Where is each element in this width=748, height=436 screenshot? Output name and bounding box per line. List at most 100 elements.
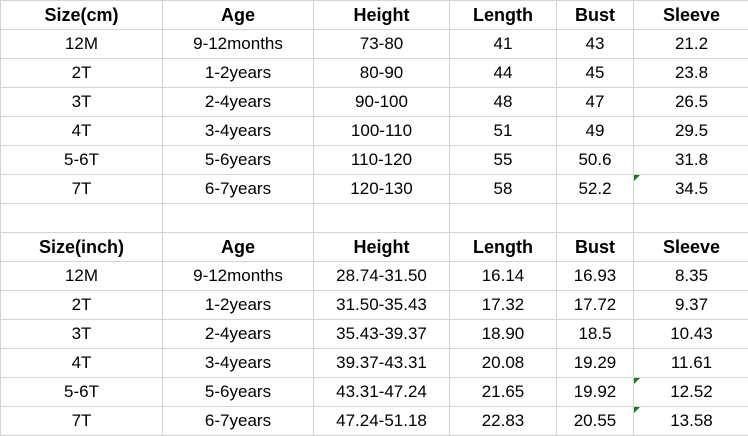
cell-length[interactable]: 17.32: [449, 290, 557, 320]
cell-age[interactable]: 1-2years: [162, 58, 314, 88]
cell-sleeve[interactable]: 13.58: [633, 406, 748, 436]
table-row: 5-6T 5-6years 110-120 55 50.6 31.8: [0, 145, 748, 175]
cell-sleeve[interactable]: 34.5: [633, 174, 748, 204]
empty-cell[interactable]: [556, 203, 634, 233]
cell-length[interactable]: 58: [449, 174, 557, 204]
cell-length[interactable]: 44: [449, 58, 557, 88]
cell-age[interactable]: 3-4years: [162, 348, 314, 378]
cell-age[interactable]: 5-6years: [162, 377, 314, 407]
header-length[interactable]: Length: [449, 0, 557, 30]
table-row: 3T 2-4years 90-100 48 47 26.5: [0, 87, 748, 117]
cell-age[interactable]: 9-12months: [162, 29, 314, 59]
cell-bust[interactable]: 16.93: [556, 261, 634, 291]
cell-size[interactable]: 4T: [0, 116, 163, 146]
cell-size[interactable]: 7T: [0, 174, 163, 204]
cell-size[interactable]: 5-6T: [0, 145, 163, 175]
cell-bust[interactable]: 19.29: [556, 348, 634, 378]
table-row: 2T 1-2years 31.50-35.43 17.32 17.72 9.37: [0, 290, 748, 320]
cell-size[interactable]: 5-6T: [0, 377, 163, 407]
cell-sleeve[interactable]: 23.8: [633, 58, 748, 88]
cell-age[interactable]: 2-4years: [162, 87, 314, 117]
header-length[interactable]: Length: [449, 232, 557, 262]
cell-bust[interactable]: 17.72: [556, 290, 634, 320]
cell-length[interactable]: 16.14: [449, 261, 557, 291]
cell-bust[interactable]: 49: [556, 116, 634, 146]
cell-length[interactable]: 20.08: [449, 348, 557, 378]
cell-age[interactable]: 3-4years: [162, 116, 314, 146]
cell-age[interactable]: 9-12months: [162, 261, 314, 291]
table-row: 12M 9-12months 73-80 41 43 21.2: [0, 29, 748, 59]
cell-sleeve[interactable]: 12.52: [633, 377, 748, 407]
empty-cell[interactable]: [0, 203, 163, 233]
cell-height[interactable]: 47.24-51.18: [313, 406, 450, 436]
cell-age[interactable]: 2-4years: [162, 319, 314, 349]
cell-bust[interactable]: 52.2: [556, 174, 634, 204]
cell-age[interactable]: 1-2years: [162, 290, 314, 320]
header-height[interactable]: Height: [313, 0, 450, 30]
cell-bust[interactable]: 18.5: [556, 319, 634, 349]
empty-cell[interactable]: [162, 203, 314, 233]
cell-sleeve[interactable]: 21.2: [633, 29, 748, 59]
cell-sleeve[interactable]: 9.37: [633, 290, 748, 320]
header-sleeve[interactable]: Sleeve: [633, 232, 748, 262]
empty-cell[interactable]: [633, 203, 748, 233]
header-age[interactable]: Age: [162, 232, 314, 262]
cell-size[interactable]: 3T: [0, 87, 163, 117]
cell-size[interactable]: 4T: [0, 348, 163, 378]
cell-bust[interactable]: 45: [556, 58, 634, 88]
cell-length[interactable]: 51: [449, 116, 557, 146]
cell-length[interactable]: 48: [449, 87, 557, 117]
cell-length[interactable]: 21.65: [449, 377, 557, 407]
cell-sleeve[interactable]: 26.5: [633, 87, 748, 117]
cell-bust[interactable]: 20.55: [556, 406, 634, 436]
cell-length[interactable]: 22.83: [449, 406, 557, 436]
cell-height[interactable]: 73-80: [313, 29, 450, 59]
header-height[interactable]: Height: [313, 232, 450, 262]
cell-bust[interactable]: 50.6: [556, 145, 634, 175]
cell-height[interactable]: 31.50-35.43: [313, 290, 450, 320]
cell-size[interactable]: 7T: [0, 406, 163, 436]
header-size[interactable]: Size(inch): [0, 232, 163, 262]
cell-height[interactable]: 39.37-43.31: [313, 348, 450, 378]
cell-age[interactable]: 5-6years: [162, 145, 314, 175]
cell-height[interactable]: 80-90: [313, 58, 450, 88]
cell-height[interactable]: 110-120: [313, 145, 450, 175]
table-row: 5-6T 5-6years 43.31-47.24 21.65 19.92 12.52: [0, 377, 748, 407]
cell-height[interactable]: 100-110: [313, 116, 450, 146]
cell-age[interactable]: 6-7years: [162, 174, 314, 204]
cell-size[interactable]: 2T: [0, 58, 163, 88]
cell-sleeve[interactable]: 31.8: [633, 145, 748, 175]
cell-height[interactable]: 28.74-31.50: [313, 261, 450, 291]
empty-cell[interactable]: [449, 203, 557, 233]
cell-size[interactable]: 12M: [0, 29, 163, 59]
cell-height[interactable]: 35.43-39.37: [313, 319, 450, 349]
cell-sleeve[interactable]: 11.61: [633, 348, 748, 378]
header-bust[interactable]: Bust: [556, 232, 634, 262]
empty-row: [0, 203, 748, 233]
cell-size[interactable]: 3T: [0, 319, 163, 349]
cell-sleeve[interactable]: 29.5: [633, 116, 748, 146]
empty-cell[interactable]: [313, 203, 450, 233]
cell-age[interactable]: 6-7years: [162, 406, 314, 436]
error-indicator-icon: [634, 407, 640, 413]
cell-size[interactable]: 12M: [0, 261, 163, 291]
header-size[interactable]: Size(cm): [0, 0, 163, 30]
cell-height[interactable]: 90-100: [313, 87, 450, 117]
table-row: 4T 3-4years 39.37-43.31 20.08 19.29 11.61: [0, 348, 748, 378]
header-bust[interactable]: Bust: [556, 0, 634, 30]
cell-sleeve[interactable]: 10.43: [633, 319, 748, 349]
cell-length[interactable]: 18.90: [449, 319, 557, 349]
header-age[interactable]: Age: [162, 0, 314, 30]
header-sleeve[interactable]: Sleeve: [633, 0, 748, 30]
cell-size[interactable]: 2T: [0, 290, 163, 320]
cell-bust[interactable]: 47: [556, 87, 634, 117]
cell-bust[interactable]: 19.92: [556, 377, 634, 407]
cell-length[interactable]: 41: [449, 29, 557, 59]
cell-height[interactable]: 43.31-47.24: [313, 377, 450, 407]
cell-height[interactable]: 120-130: [313, 174, 450, 204]
error-indicator-icon: [634, 378, 640, 384]
cell-bust[interactable]: 43: [556, 29, 634, 59]
cell-length[interactable]: 55: [449, 145, 557, 175]
cell-sleeve[interactable]: 8.35: [633, 261, 748, 291]
